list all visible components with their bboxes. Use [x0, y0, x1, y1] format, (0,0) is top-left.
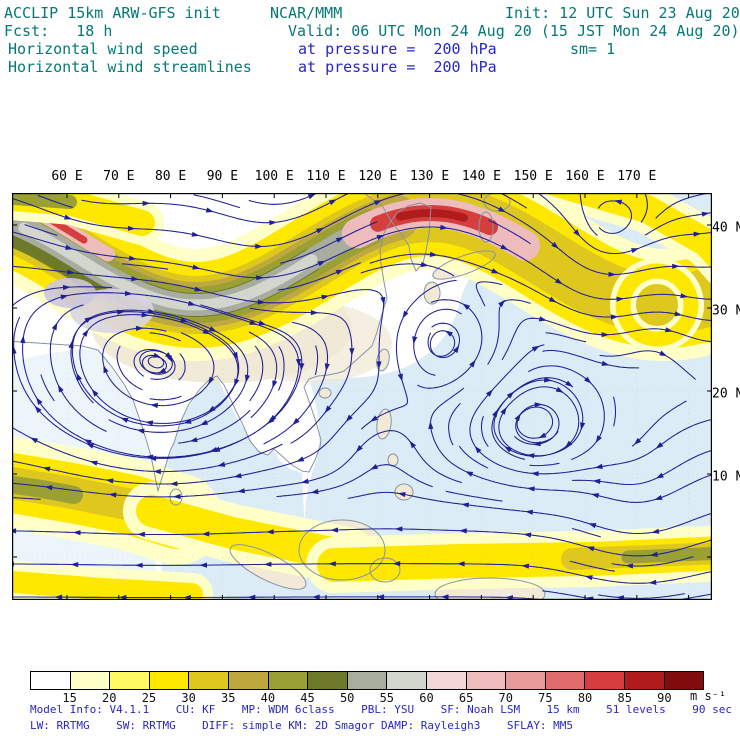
model-info-line2: LW: RRTMG SW: RRTMG DIFF: simple KM: 2D … — [30, 719, 574, 732]
colorbar-tick: 90 — [657, 691, 672, 705]
colorbar-tick: 35 — [221, 691, 236, 705]
colorbar-cell — [506, 672, 546, 689]
lon-tick-label: 60 E — [51, 169, 83, 184]
lon-tick-label: 130 E — [410, 169, 450, 184]
lon-tick-label: 160 E — [565, 169, 605, 184]
colorbar-cell — [308, 672, 348, 689]
model-title: ACCLIP 15km ARW-GFS init — [4, 4, 221, 22]
colorbar-tick: 60 — [419, 691, 434, 705]
streamlines-layer — [12, 193, 712, 600]
colorbar-cell — [664, 672, 704, 689]
colorbar-tick: 25 — [141, 691, 157, 705]
coastline-layer — [12, 193, 546, 600]
colorbar-unit: m s⁻¹ — [690, 689, 727, 703]
frame-layer — [12, 193, 712, 600]
init-time: Init: 12 UTC Sun 23 Aug 20 — [505, 4, 740, 22]
lon-tick-label: 110 E — [306, 169, 346, 184]
colorbar-tick: 75 — [538, 691, 553, 705]
pressure-level-1: at pressure = 200 hPa — [298, 40, 497, 58]
lon-tick-label: 100 E — [254, 169, 294, 184]
colorbar-cell — [585, 672, 625, 689]
field-streamlines: Horizontal wind streamlines — [8, 58, 252, 76]
colorbar-tick: 50 — [339, 691, 355, 705]
lon-tick-label: 120 E — [358, 169, 398, 184]
graticule-layer — [12, 193, 712, 600]
colorbar-labels: 15 20 25 30 35 40 45 50 55 60 65 70 75 80 85 90 m s⁻¹ — [30, 689, 726, 705]
smoothing-param: sm= 1 — [570, 40, 616, 58]
colorbar-cell — [149, 672, 190, 689]
model-info-line1: Model Info: V4.1.1 CU: KF MP: WDM 6class… — [30, 703, 732, 716]
colorbar-tick: 40 — [260, 691, 276, 705]
colorbar-cell — [387, 672, 427, 689]
lon-tick-label: 170 E — [617, 169, 657, 184]
colorbar-tick: 45 — [300, 691, 315, 705]
lon-tick-label: 80 E — [154, 169, 187, 184]
lon-tick-label: 90 E — [206, 169, 239, 184]
colorbar-cell — [70, 672, 111, 689]
colorbar-tick: 70 — [498, 691, 513, 705]
colorbar-tick: 20 — [102, 691, 117, 705]
lon-tick-label: 70 E — [103, 169, 135, 184]
field-wind-speed: Horizontal wind speed — [8, 40, 198, 58]
org-name: NCAR/MMM — [270, 4, 343, 22]
colorbar-cell — [268, 672, 309, 689]
colorbar-tick: 85 — [617, 691, 632, 705]
colorbar-tick: 80 — [577, 691, 593, 705]
lat-tick-label: 20 N — [712, 386, 740, 402]
valid-time: Valid: 06 UTC Mon 24 Aug 20 (15 JST Mon … — [288, 22, 740, 40]
colorbar-tick: 55 — [379, 691, 395, 705]
colorbar-cell — [347, 672, 388, 689]
lat-tick-label: 30 N — [712, 303, 740, 319]
colorbar-cell — [110, 672, 150, 689]
colorbar-tick: 15 — [62, 691, 77, 705]
lat-tick-label: 10 N — [712, 469, 740, 485]
pressure-level-2: at pressure = 200 hPa — [298, 58, 497, 76]
colorbar-cell — [545, 672, 586, 689]
colorbar-cell — [228, 672, 269, 689]
colorbar-tick: 65 — [458, 691, 474, 705]
lon-tick-label: 150 E — [513, 169, 553, 184]
colorbar-cell — [426, 672, 467, 689]
wind-speed-shading-layer — [12, 193, 712, 600]
forecast-hour: Fcst: 18 h — [4, 22, 113, 40]
colorbar-tick: 30 — [181, 691, 196, 705]
colorbar-cell — [466, 672, 507, 689]
colorbar-cell — [189, 672, 229, 689]
colorbar-cell — [31, 672, 71, 689]
colorbar-cell — [624, 672, 665, 689]
lat-tick-label: 40 N — [712, 220, 740, 236]
lon-tick-label: 140 E — [461, 169, 501, 184]
map-plot — [12, 193, 712, 600]
colorbar — [30, 671, 704, 690]
